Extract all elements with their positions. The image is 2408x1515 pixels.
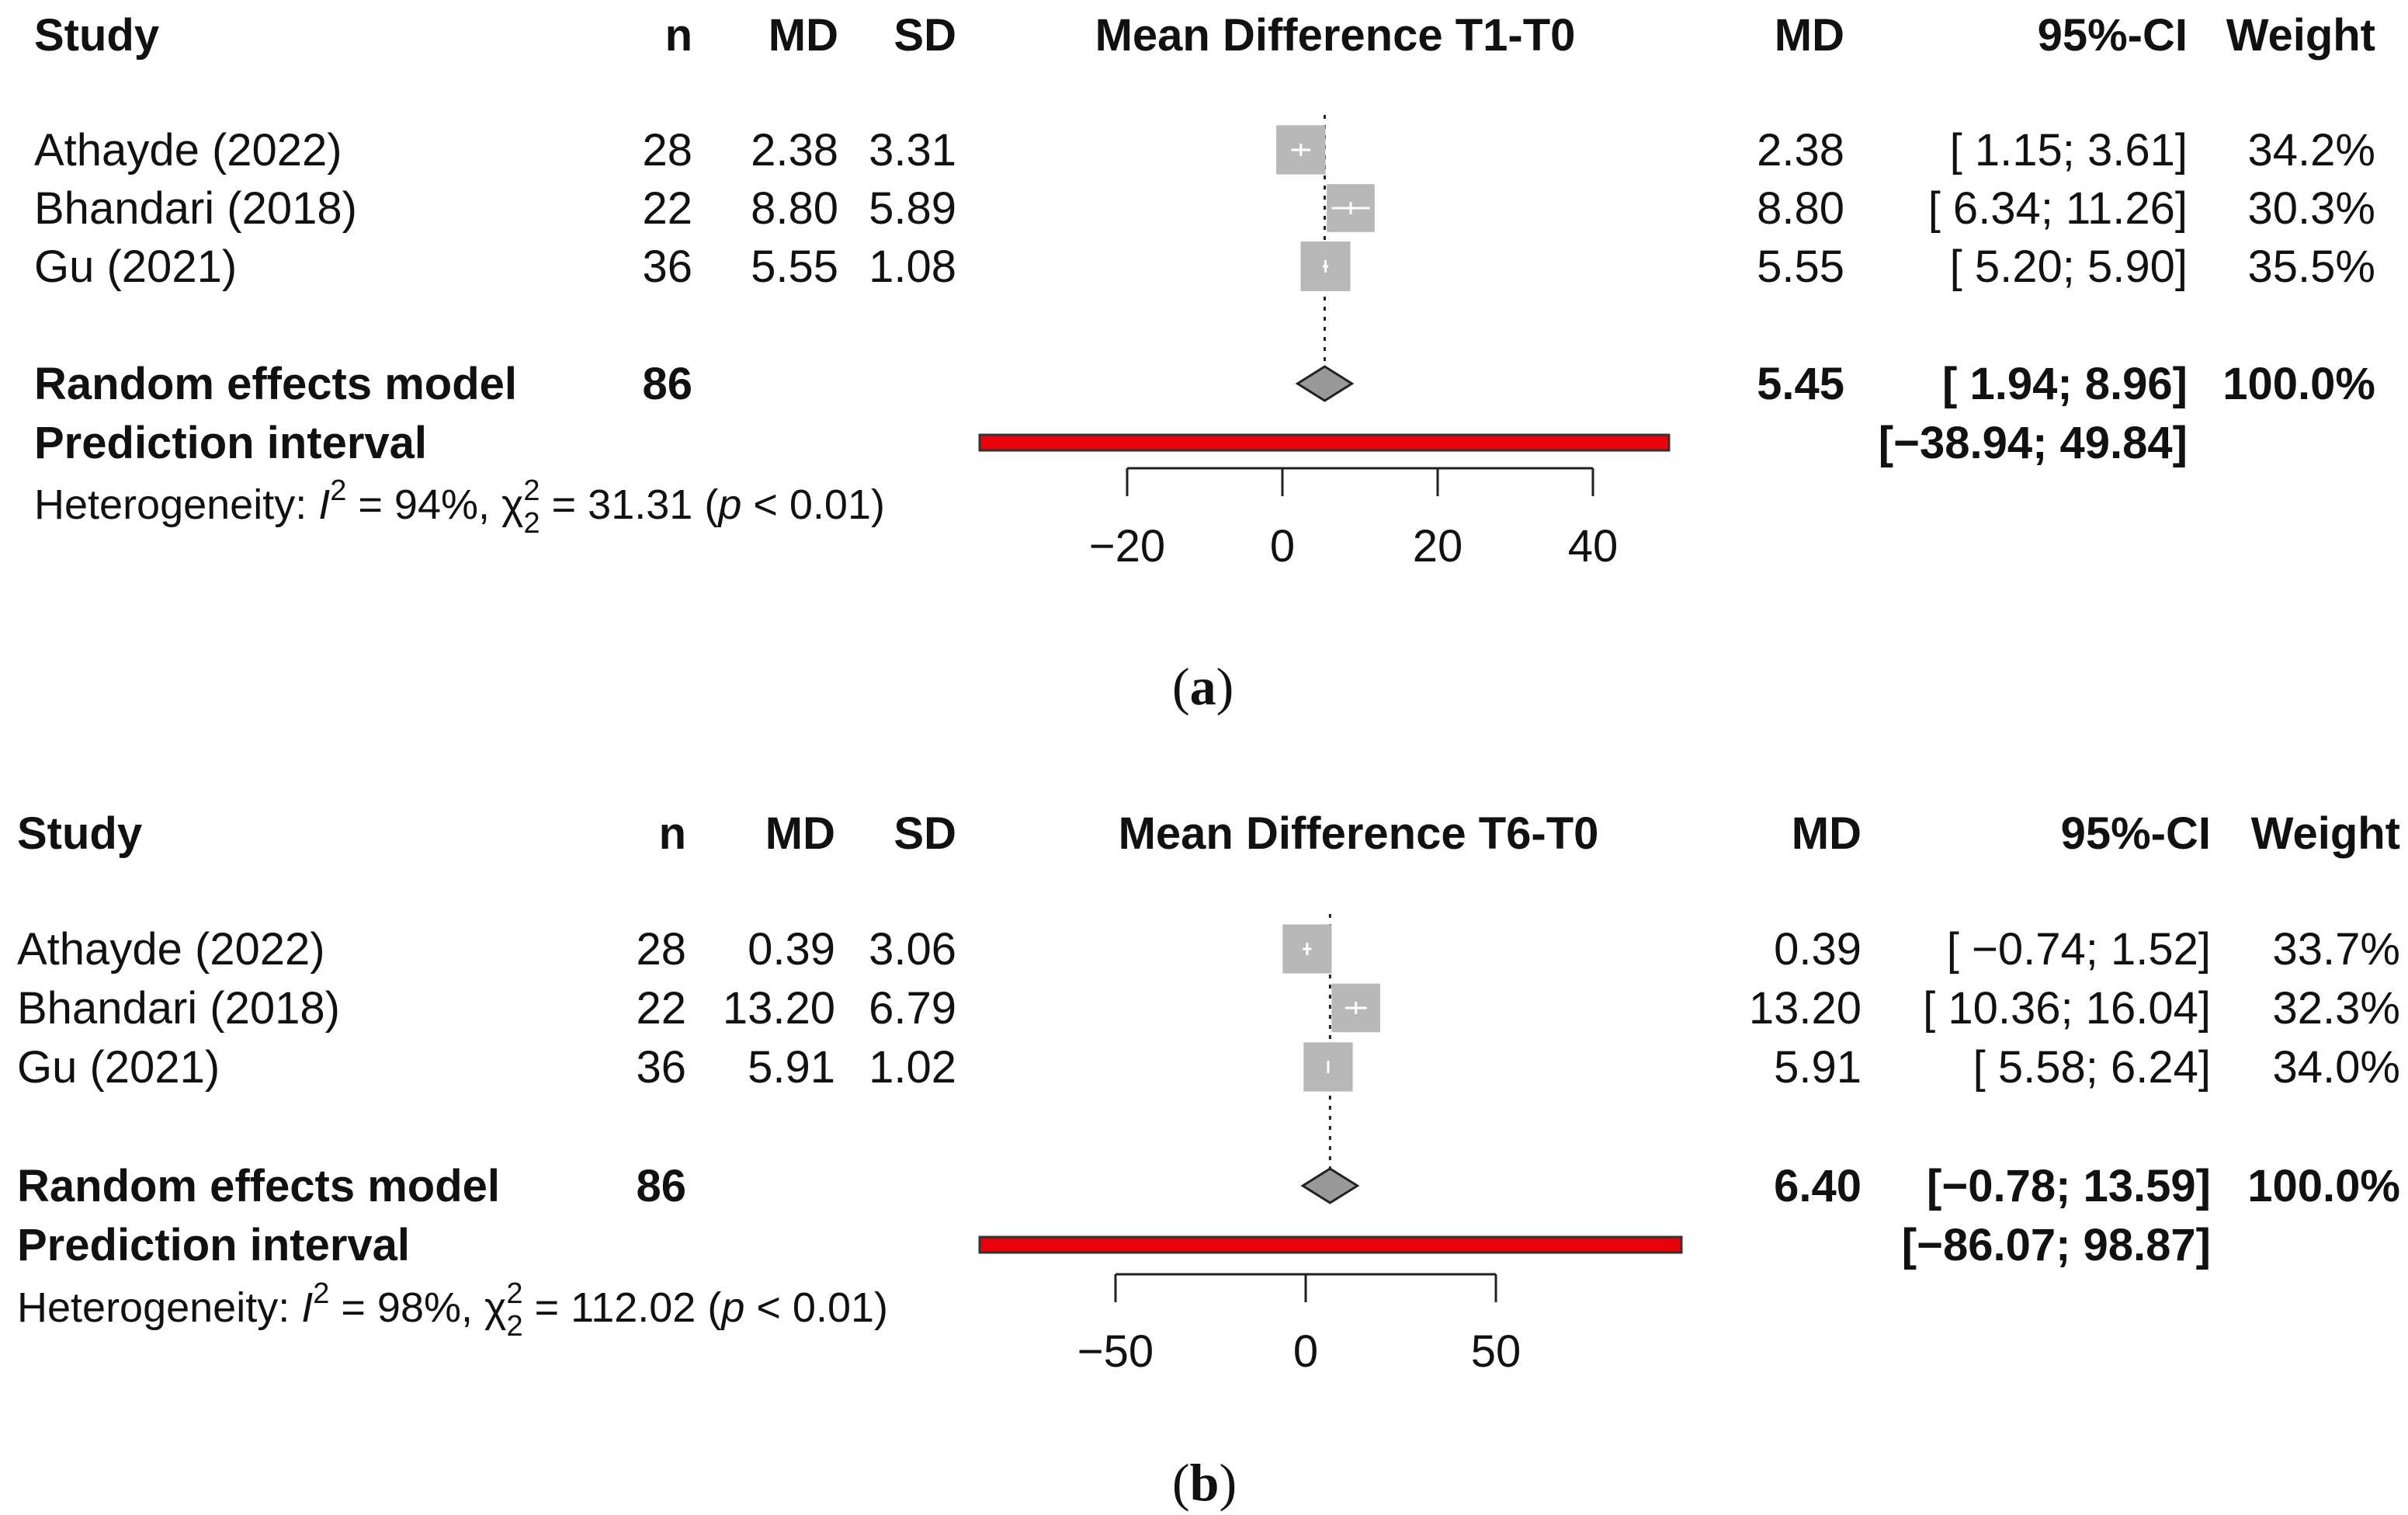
x-axis-tick-label: 0: [1270, 521, 1295, 572]
figure-label-b: (b): [1172, 1453, 1237, 1512]
study-n: 28: [642, 125, 692, 175]
header-md: MD: [769, 10, 838, 61]
prediction-ci: [−86.07; 98.87]: [1902, 1220, 2211, 1270]
study-md: 13.20: [723, 983, 835, 1034]
study-n: 28: [636, 924, 686, 975]
chart-title: Mean Difference T6-T0: [1119, 808, 1599, 859]
pooled-md: 6.40: [1774, 1161, 1862, 1211]
header-n: n: [665, 10, 692, 61]
study-md: 2.38: [751, 125, 838, 175]
study-name: Bhandari (2018): [34, 183, 357, 234]
study-n: 22: [636, 983, 686, 1034]
prediction-label: Prediction interval: [17, 1220, 410, 1270]
study-name: Bhandari (2018): [17, 983, 340, 1034]
pooled-label: Random effects model: [34, 359, 517, 409]
pooled-ci: [−0.78; 13.59]: [1927, 1161, 2211, 1211]
prediction-interval-bar: [978, 433, 1671, 452]
x-axis-tick-label: 20: [1413, 521, 1463, 572]
study-n: 36: [642, 241, 692, 292]
pooled-n: 86: [636, 1161, 686, 1211]
figure-label-b-letter: b: [1189, 1453, 1220, 1512]
header-ci: 95%-CI: [2061, 808, 2211, 859]
study-sd: 1.02: [869, 1042, 956, 1093]
x-axis-tick-label: −20: [1089, 521, 1165, 572]
study-sd: 6.79: [869, 983, 956, 1034]
x-axis-tick-label: −50: [1077, 1326, 1154, 1377]
study-weight: 30.3%: [2248, 183, 2375, 234]
header-study: Study: [34, 10, 159, 61]
heterogeneity-text: Heterogeneity: I2 = 98%, χ2 2 = 112.02 (p…: [17, 1277, 888, 1343]
header-ci: 95%-CI: [2038, 10, 2188, 61]
pooled-diamond: [1295, 365, 1355, 402]
study-weight: 32.3%: [2273, 983, 2400, 1034]
study-weight: 35.5%: [2248, 241, 2375, 292]
prediction-label: Prediction interval: [34, 418, 427, 468]
forest-panel-b: Study n MD SD Mean Difference T6-T0 MD 95%-CI W…: [17, 808, 2400, 1377]
x-axis-tick-label: 40: [1568, 521, 1619, 572]
study-ci: [ 10.36; 16.04]: [1923, 983, 2211, 1034]
study-name: Athayde (2022): [34, 125, 342, 175]
study-weight: 34.2%: [2248, 125, 2375, 175]
study-ci: [ 6.34; 11.26]: [1928, 183, 2188, 234]
study-name: Gu (2021): [34, 241, 237, 292]
pooled-n: 86: [642, 359, 692, 409]
pooled-weight: 100.0%: [2247, 1161, 2400, 1211]
forest-panel-a: Study n MD SD Mean Difference T1-T0 MD 95%-CI W…: [34, 10, 2375, 572]
study-md: 8.80: [751, 183, 838, 234]
study-n: 22: [642, 183, 692, 234]
x-axis-tick-label: 0: [1293, 1326, 1318, 1377]
study-md-right: 8.80: [1757, 183, 1844, 234]
study-sd: 5.89: [869, 183, 956, 234]
figure-label-a-letter: a: [1189, 657, 1216, 716]
x-axis-tick-label: 50: [1471, 1326, 1521, 1377]
study-md: 5.55: [751, 241, 838, 292]
study-weight: 33.7%: [2273, 924, 2400, 975]
study-name: Athayde (2022): [17, 924, 325, 975]
header-sd: SD: [893, 808, 956, 859]
study-name: Gu (2021): [17, 1042, 220, 1093]
study-md-right: 5.91: [1774, 1042, 1862, 1093]
study-ci: [ 5.20; 5.90]: [1950, 241, 2188, 292]
header-md-right: MD: [1792, 808, 1862, 859]
pooled-label: Random effects model: [17, 1161, 500, 1211]
study-md: 5.91: [748, 1042, 835, 1093]
study-md-right: 2.38: [1757, 125, 1844, 175]
study-ci: [ 1.15; 3.61]: [1950, 125, 2188, 175]
prediction-ci: [−38.94; 49.84]: [1879, 418, 2188, 468]
study-ci: [ 5.58; 6.24]: [1973, 1042, 2211, 1093]
pooled-ci: [ 1.94; 8.96]: [1942, 359, 2188, 409]
study-sd: 3.31: [869, 125, 956, 175]
study-md-right: 13.20: [1749, 983, 1862, 1034]
header-md: MD: [765, 808, 835, 859]
prediction-interval-bar: [978, 1235, 1683, 1254]
study-ci: [ −0.74; 1.52]: [1947, 924, 2211, 975]
pooled-md: 5.45: [1757, 359, 1844, 409]
study-md-right: 5.55: [1757, 241, 1844, 292]
header-md-right: MD: [1775, 10, 1844, 61]
header-weight: Weight: [2251, 808, 2400, 859]
study-md-right: 0.39: [1774, 924, 1862, 975]
study-sd: 1.08: [869, 241, 956, 292]
header-n: n: [659, 808, 686, 859]
study-md: 0.39: [748, 924, 835, 975]
heterogeneity-text: Heterogeneity: I2 = 94%, χ2 2 = 31.31 (p …: [34, 474, 885, 540]
header-sd: SD: [893, 10, 956, 61]
header-study: Study: [17, 808, 142, 859]
header-weight: Weight: [2226, 10, 2375, 61]
study-weight: 34.0%: [2273, 1042, 2400, 1093]
study-sd: 3.06: [869, 924, 956, 975]
pooled-diamond: [1300, 1167, 1360, 1204]
chart-title: Mean Difference T1-T0: [1095, 10, 1576, 61]
figure-label-a: (a): [1172, 657, 1234, 716]
pooled-weight: 100.0%: [2222, 359, 2375, 409]
study-n: 36: [636, 1042, 686, 1093]
